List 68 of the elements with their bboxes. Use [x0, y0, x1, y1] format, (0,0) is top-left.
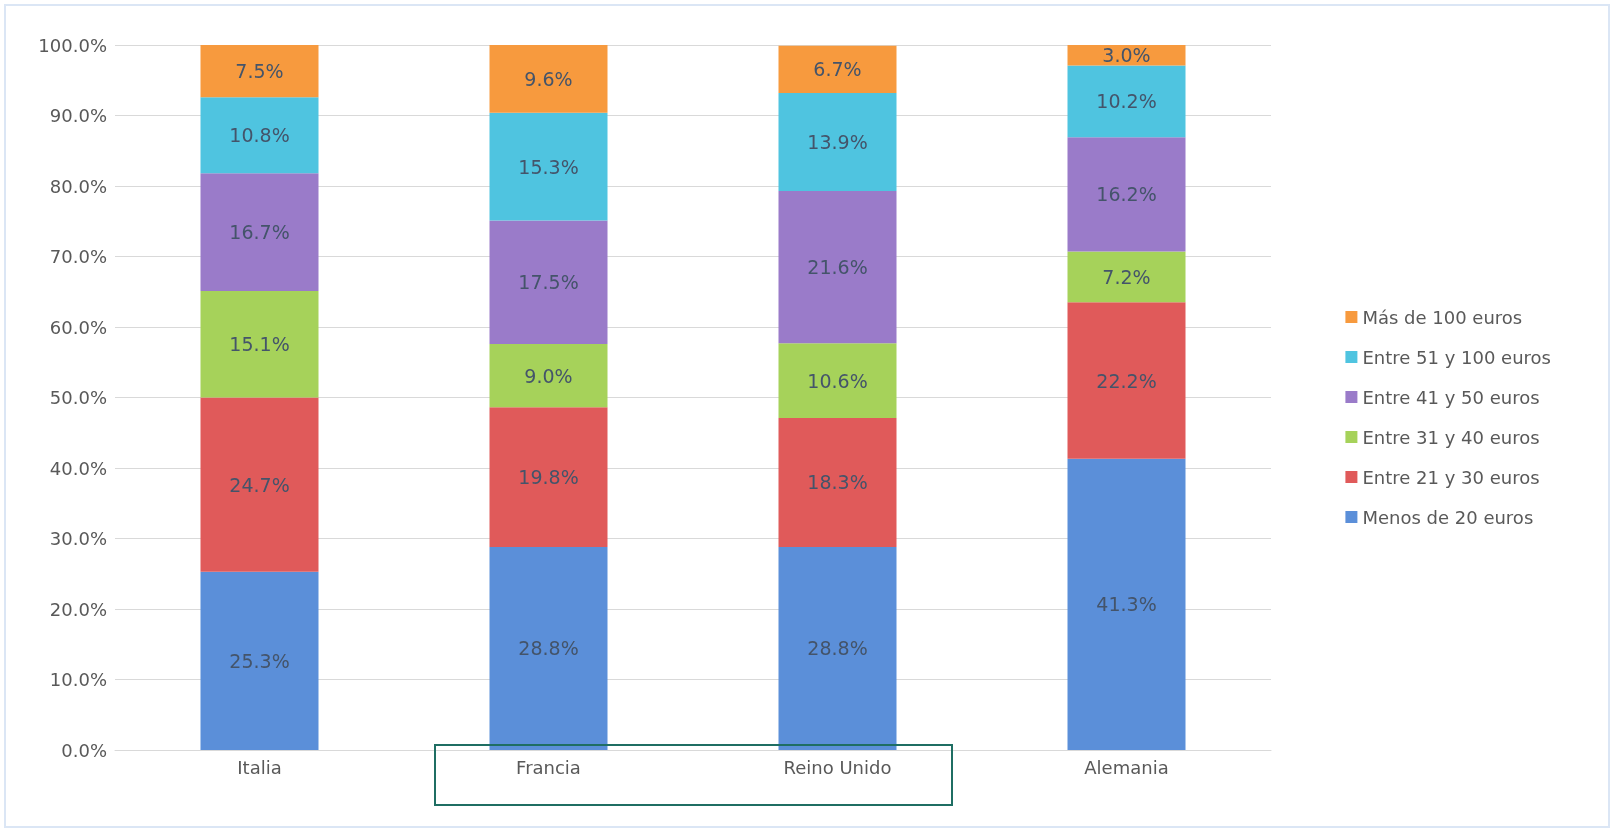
bar	[778, 343, 897, 418]
bar	[1067, 137, 1186, 252]
bar	[1067, 458, 1186, 750]
y-tick-label: 30.0%	[49, 528, 107, 549]
data-label: 25.3%	[229, 649, 290, 672]
bar	[778, 190, 897, 344]
data-label: 16.2%	[1096, 183, 1157, 206]
legend-label: Entre 31 y 40 euros	[1362, 426, 1540, 448]
bar	[200, 173, 319, 292]
data-label: 7.5%	[235, 60, 284, 83]
bar	[489, 220, 608, 344]
y-tick-label: 90.0%	[49, 105, 107, 126]
x-tick-label: Italia	[237, 756, 282, 778]
data-label: 7.2%	[1102, 265, 1151, 288]
data-label: 18.3%	[807, 471, 868, 494]
data-label: 10.6%	[807, 369, 868, 392]
data-label: 41.3%	[1096, 593, 1157, 616]
bar	[489, 112, 608, 221]
y-tick-label: 0.0%	[61, 739, 107, 761]
data-label: 10.8%	[229, 124, 290, 147]
data-label: 15.3%	[518, 155, 579, 178]
data-label: 10.2%	[1096, 90, 1157, 113]
bar	[1067, 302, 1186, 459]
bar	[1067, 65, 1186, 138]
data-label: 28.8%	[518, 637, 579, 660]
data-label: 24.7%	[229, 473, 290, 496]
bar	[200, 97, 319, 174]
data-label: 15.1%	[229, 333, 290, 356]
x-tick-label: Francia	[516, 756, 581, 778]
legend-label: Más de 100 euros	[1362, 306, 1523, 328]
bar	[778, 417, 897, 547]
y-tick-label: 70.0%	[49, 246, 107, 267]
y-tick-label: 20.0%	[49, 598, 107, 620]
bar	[489, 546, 608, 750]
bar	[778, 92, 897, 191]
legend-label: Entre 21 y 30 euros	[1362, 466, 1540, 488]
x-tick-label: Alemania	[1084, 756, 1169, 778]
bar	[200, 291, 319, 398]
bar	[489, 45, 608, 113]
data-label: 17.5%	[518, 271, 579, 294]
y-tick-label: 80.0%	[49, 175, 107, 197]
legend-label: Menos de 20 euros	[1362, 506, 1534, 528]
bar	[489, 343, 608, 408]
bar	[200, 45, 319, 98]
bar	[200, 571, 319, 750]
bar	[200, 397, 319, 572]
data-label: 9.0%	[524, 364, 573, 387]
y-tick-label: 60.0%	[49, 316, 107, 338]
bar	[778, 45, 897, 93]
y-tick-label: 40.0%	[49, 457, 107, 479]
data-label: 13.9%	[807, 130, 868, 153]
legend-label: Entre 41 y 50 euros	[1362, 386, 1540, 408]
data-label: 6.7%	[813, 58, 862, 81]
data-label: 21.6%	[807, 256, 868, 279]
y-tick-label: 10.0%	[49, 669, 107, 690]
bar	[1067, 251, 1186, 303]
data-label: 9.6%	[524, 67, 573, 90]
y-tick-label: 100.0%	[38, 34, 107, 56]
y-tick-label: 50.0%	[49, 387, 107, 408]
data-label: 28.8%	[807, 637, 868, 660]
x-tick-label: Reino Unido	[783, 756, 892, 778]
data-label: 22.2%	[1096, 369, 1157, 392]
data-label: 19.8%	[518, 466, 579, 489]
data-label: 16.7%	[229, 221, 290, 244]
legend-label: Entre 51 y 100 euros	[1362, 346, 1552, 368]
data-label: 3.0%	[1102, 44, 1151, 67]
bar	[489, 407, 608, 547]
bar	[778, 546, 897, 750]
